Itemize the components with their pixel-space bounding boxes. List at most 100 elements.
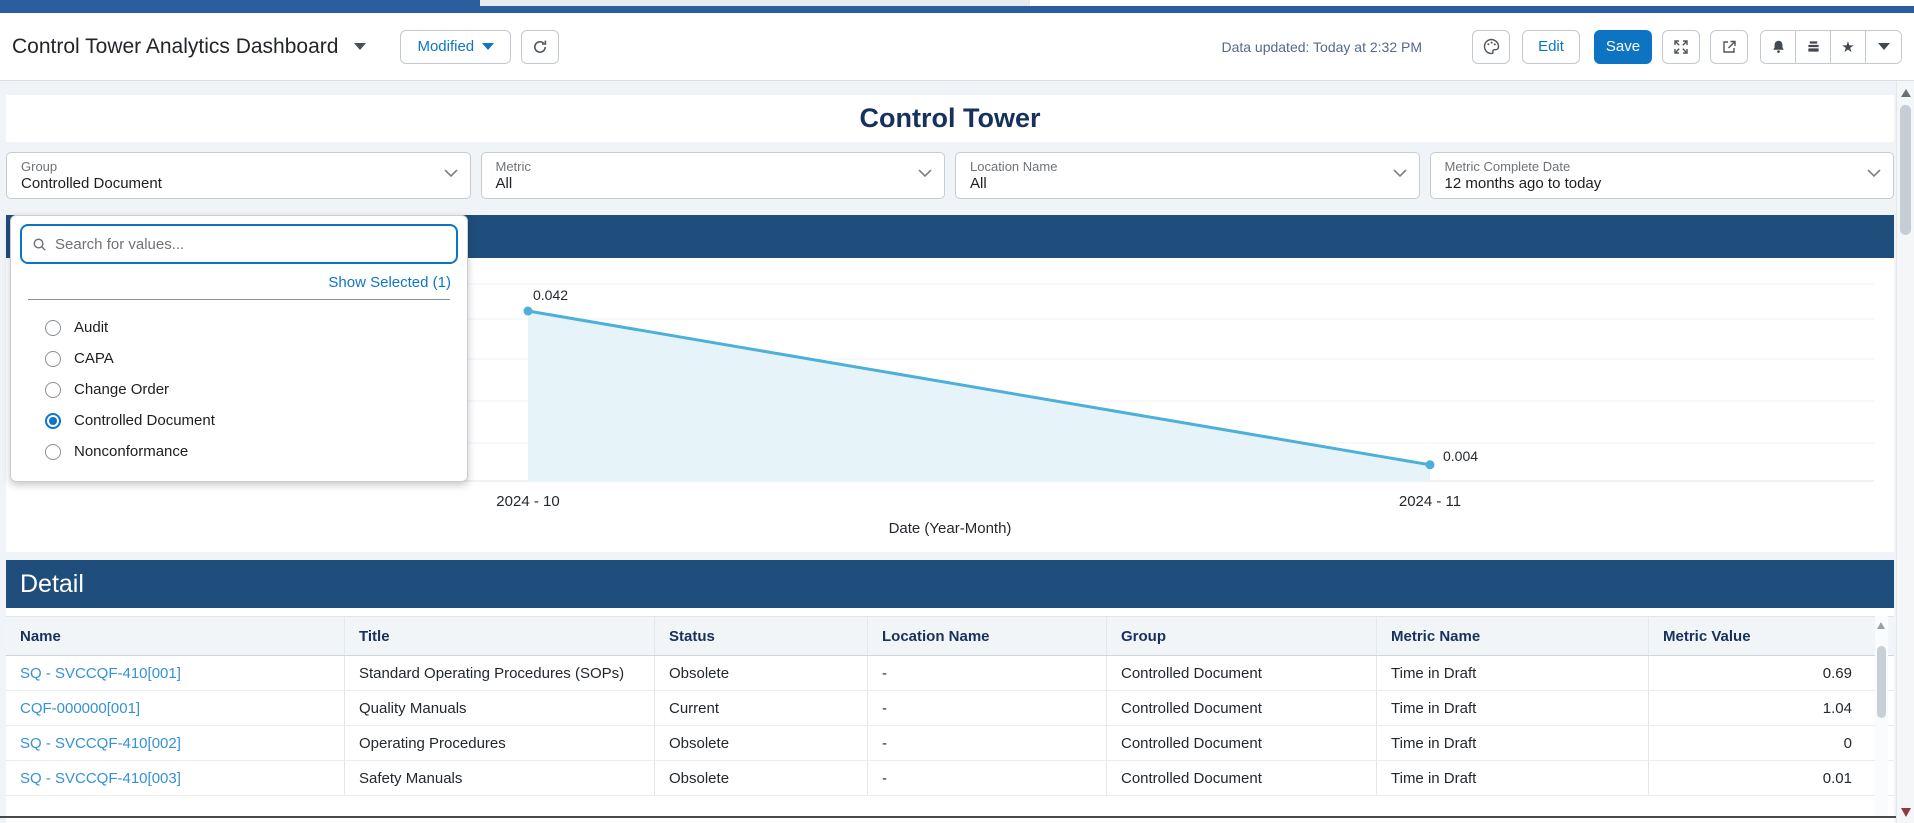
cell-status: Obsolete	[655, 761, 868, 795]
option-change-order[interactable]: Change Order	[11, 374, 467, 405]
refresh-icon	[534, 40, 547, 53]
title-caret-icon[interactable]	[354, 43, 367, 50]
radio-icon[interactable]	[45, 443, 61, 460]
browser-strip-segment	[1030, 0, 1914, 6]
option-nonconformance[interactable]: Nonconformance	[11, 436, 467, 467]
filter-metric[interactable]: Metric All	[480, 152, 945, 199]
chart-series[interactable]: 0.042 2024 - 10 0.004 2024 - 11	[496, 287, 1478, 510]
table-row: SQ - SVCCQF-410[001] Standard Operating …	[6, 656, 1894, 691]
refresh-button[interactable]	[521, 29, 560, 64]
x-axis-tick-label: 2024 - 11	[1399, 493, 1461, 510]
dropdown-divider	[28, 299, 450, 300]
record-link[interactable]: SQ - SVCCQF-410[001]	[20, 664, 181, 682]
cell-group: Controlled Document	[1107, 656, 1377, 690]
search-icon	[33, 238, 46, 251]
edit-button[interactable]: Edit	[1522, 29, 1580, 64]
favorite-button[interactable]: ★	[1831, 30, 1866, 63]
cell-location: -	[868, 656, 1107, 690]
scroll-down-icon[interactable]	[1901, 808, 1911, 817]
bell-icon	[1772, 40, 1784, 53]
cell-metric-value: 1.04	[1822, 699, 1852, 717]
show-selected-link[interactable]: Show Selected (1)	[328, 274, 451, 291]
filter-metric-complete-date[interactable]: Metric Complete Date 12 months ago to to…	[1429, 152, 1894, 199]
column-header-group[interactable]: Group	[1107, 617, 1377, 655]
chevron-down-icon	[1867, 169, 1881, 178]
scroll-up-icon[interactable]	[1901, 89, 1911, 97]
fullscreen-button[interactable]	[1662, 29, 1700, 64]
detail-panel-header: Detail	[6, 560, 1894, 608]
chevron-down-icon	[482, 43, 495, 50]
option-audit[interactable]: Audit	[11, 312, 467, 343]
column-header-location-name[interactable]: Location Name	[868, 617, 1107, 655]
radio-icon[interactable]	[45, 350, 61, 367]
column-header-name[interactable]: Name	[6, 617, 345, 655]
viewport-bottom-edge	[0, 816, 1896, 818]
filter-value: 12 months ago to today	[1444, 175, 1602, 192]
header-button-group: ★	[1760, 29, 1902, 64]
option-controlled-document[interactable]: Controlled Document	[11, 405, 467, 436]
notifications-button[interactable]	[1761, 30, 1796, 63]
theme-button[interactable]	[1472, 29, 1510, 64]
cell-metric-value: 0	[1843, 734, 1852, 752]
table-scrollbar-thumb[interactable]	[1877, 646, 1886, 718]
page-scrollbar[interactable]	[1896, 81, 1914, 823]
data-point[interactable]	[523, 306, 533, 316]
column-header-status[interactable]: Status	[655, 617, 868, 655]
table-scrollbar[interactable]	[1875, 616, 1888, 816]
chevron-down-icon	[1392, 169, 1407, 178]
radio-selected-icon[interactable]	[45, 412, 61, 429]
save-button-label: Save	[1605, 38, 1641, 55]
table-row: SQ - SVCCQF-410[002] Operating Procedure…	[6, 726, 1894, 761]
filter-label: Metric Complete Date	[1444, 159, 1571, 174]
share-icon	[1723, 40, 1736, 53]
page-scrollbar-thumb[interactable]	[1900, 105, 1911, 235]
filter-bar: Group Controlled Document Metric All Loc…	[6, 152, 1894, 199]
filter-value: Controlled Document	[21, 175, 162, 192]
cell-metric-name: Time in Draft	[1377, 691, 1649, 725]
column-header-metric-value[interactable]: Metric Value	[1663, 627, 1751, 645]
filter-label: Group	[21, 159, 58, 174]
modified-button[interactable]: Modified	[400, 29, 512, 64]
data-point[interactable]	[1425, 460, 1435, 470]
dropdown-search[interactable]	[20, 224, 458, 264]
option-label: Controlled Document	[74, 412, 215, 429]
stack-icon	[1807, 41, 1819, 52]
data-point-label: 0.004	[1443, 448, 1478, 464]
record-link[interactable]: CQF-000000[001]	[20, 699, 141, 717]
radio-icon[interactable]	[45, 319, 61, 336]
table-row: SQ - SVCCQF-410[003] Safety Manuals Obso…	[6, 761, 1894, 796]
cell-title: Standard Operating Procedures (SOPs)	[345, 656, 655, 690]
table-header-row: Name Title Status Location Name Group Me…	[6, 616, 1894, 656]
filter-location-name[interactable]: Location Name All	[955, 152, 1420, 199]
filter-label: Metric	[495, 159, 531, 174]
filter-group[interactable]: Group Controlled Document	[6, 152, 471, 199]
cell-status: Obsolete	[655, 726, 868, 760]
chevron-down-icon	[1877, 43, 1890, 50]
record-link[interactable]: SQ - SVCCQF-410[002]	[20, 734, 181, 752]
dashboard-title: Control Tower	[859, 103, 1041, 133]
browser-tab	[480, 0, 1030, 6]
option-label: Nonconformance	[74, 443, 189, 460]
scroll-up-icon[interactable]	[1877, 622, 1885, 629]
radio-icon[interactable]	[45, 381, 61, 398]
x-axis-tick-label: 2024 - 10	[496, 493, 559, 510]
option-label: CAPA	[74, 350, 114, 367]
chevron-down-icon	[918, 169, 932, 178]
search-input[interactable]	[55, 235, 446, 253]
column-header-title[interactable]: Title	[345, 617, 655, 655]
stack-button[interactable]	[1796, 30, 1831, 63]
more-actions-button[interactable]	[1866, 30, 1901, 63]
option-capa[interactable]: CAPA	[11, 343, 467, 374]
column-header-metric-name[interactable]: Metric Name	[1377, 617, 1649, 655]
dropdown-options: Audit CAPA Change Order Controlled Docum…	[11, 300, 467, 467]
save-button[interactable]: Save	[1594, 29, 1652, 64]
record-link[interactable]: SQ - SVCCQF-410[003]	[20, 769, 181, 787]
modified-button-label: Modified	[417, 38, 475, 55]
share-button[interactable]	[1710, 29, 1748, 64]
x-axis-title: Date (Year-Month)	[888, 520, 1012, 537]
cell-title: Operating Procedures	[345, 726, 655, 760]
cell-title: Safety Manuals	[345, 761, 655, 795]
cell-group: Controlled Document	[1107, 761, 1377, 795]
dashboard-title-band: Control Tower	[6, 95, 1894, 142]
